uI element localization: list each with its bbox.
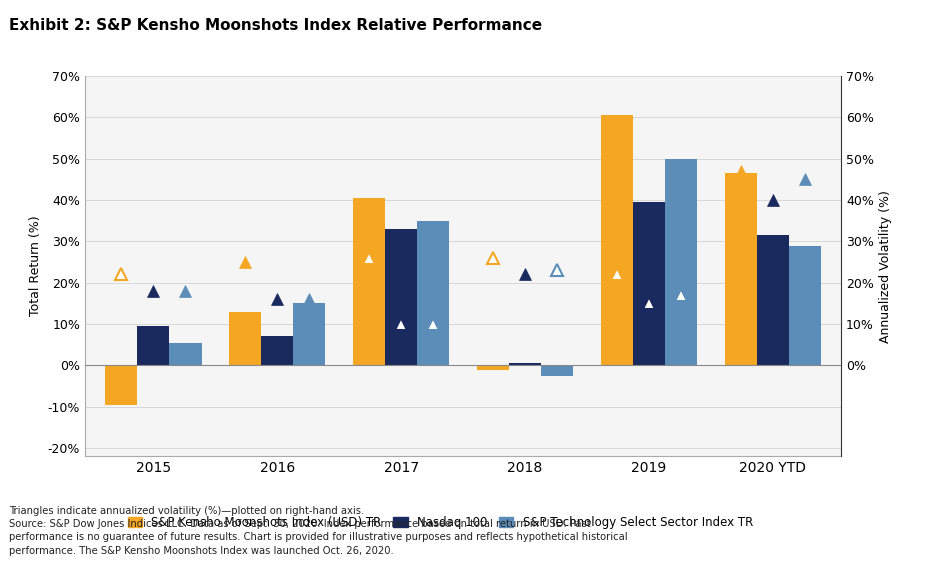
Bar xyxy=(541,366,573,376)
Bar xyxy=(169,343,201,366)
Bar xyxy=(509,363,541,366)
Bar xyxy=(665,159,697,366)
Bar xyxy=(137,326,169,366)
Y-axis label: Total Return (%): Total Return (%) xyxy=(29,216,42,316)
Bar xyxy=(632,202,665,366)
Bar xyxy=(756,235,788,366)
Legend: S&P Kensho Moonshots Index (USD) TR, Nasdaq 100, S&P Technology Select Sector In: S&P Kensho Moonshots Index (USD) TR, Nas… xyxy=(123,512,757,534)
Y-axis label: Annualized Volatility (%): Annualized Volatility (%) xyxy=(879,190,891,343)
Bar xyxy=(261,336,293,366)
Text: Triangles indicate annualized volatility (%)—plotted on right-hand axis.
Source:: Triangles indicate annualized volatility… xyxy=(9,506,628,556)
Bar xyxy=(416,221,449,366)
Bar xyxy=(724,173,756,366)
Bar xyxy=(293,304,325,366)
Bar xyxy=(600,115,632,366)
Text: Exhibit 2: S&P Kensho Moonshots Index Relative Performance: Exhibit 2: S&P Kensho Moonshots Index Re… xyxy=(9,18,542,33)
Bar xyxy=(384,229,416,366)
Bar xyxy=(476,366,509,370)
Bar xyxy=(352,198,384,366)
Bar xyxy=(228,312,261,366)
Bar xyxy=(788,246,820,366)
Bar xyxy=(105,366,137,405)
